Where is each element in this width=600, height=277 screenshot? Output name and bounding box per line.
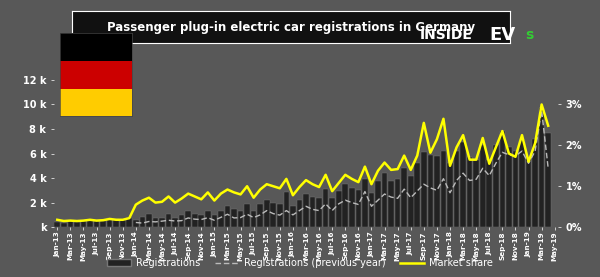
Bar [60,33,132,61]
Bar [493,145,499,227]
Bar [218,211,224,227]
Bar [440,151,446,227]
Bar [224,206,230,227]
Bar [467,157,472,227]
Bar [61,223,67,227]
Bar [421,152,427,227]
Bar [368,193,374,227]
Bar [113,219,119,227]
Bar [60,89,132,116]
Bar [539,108,544,227]
Bar [408,176,413,227]
Bar [251,211,256,227]
Bar [428,155,433,227]
Bar [296,200,302,227]
Bar [60,61,132,89]
Bar [526,157,532,227]
Bar [460,142,466,227]
Bar [349,188,355,227]
Bar [519,140,525,227]
Bar [277,204,283,227]
Bar [231,209,237,227]
Bar [512,151,518,227]
Bar [68,222,73,227]
Bar [356,190,361,227]
Bar [316,198,322,227]
Bar [238,211,244,227]
Bar [336,191,341,227]
Bar [257,204,263,227]
Bar [133,220,139,227]
Bar [192,214,197,227]
Bar [212,215,217,227]
Bar [205,211,211,227]
Bar [447,163,453,227]
Bar [199,215,204,227]
Bar [506,147,512,227]
Bar [500,132,505,227]
Bar [185,211,191,227]
Bar [434,156,440,227]
Bar [290,206,296,227]
Bar [152,218,158,227]
Bar [310,197,316,227]
Bar [94,221,100,227]
Bar [284,192,289,227]
Bar [140,217,145,227]
Text: s: s [525,28,533,42]
Bar [473,160,479,227]
Bar [329,198,335,227]
Bar [382,173,388,227]
Bar [395,179,400,227]
Bar [532,139,538,227]
Bar [343,184,348,227]
Bar [146,214,152,227]
Bar [120,220,125,227]
Bar [80,221,86,227]
Bar [264,200,269,227]
Bar [401,168,407,227]
Bar [545,133,551,227]
Legend: Registrations, Registrations (previous year), Market share: Registrations, Registrations (previous y… [103,254,497,272]
Bar [323,189,328,227]
Bar [55,222,60,227]
Bar [415,163,420,227]
Bar [487,160,492,227]
Bar [172,217,178,227]
Bar [179,215,184,227]
Bar [244,204,250,227]
Text: EV: EV [489,26,515,43]
Bar [454,151,460,227]
Bar [166,214,172,227]
Text: Passenger plug-in electric car registrations in Germany: Passenger plug-in electric car registrat… [107,20,475,34]
Bar [159,217,165,227]
Text: INSIDE: INSIDE [420,28,473,42]
Bar [375,181,381,227]
Bar [74,222,80,227]
Bar [480,145,485,227]
Bar [303,194,309,227]
Bar [107,218,112,227]
Bar [87,220,93,227]
Bar [100,221,106,227]
Bar [271,202,276,227]
Bar [362,179,368,227]
Bar [127,218,132,227]
Bar [388,181,394,227]
